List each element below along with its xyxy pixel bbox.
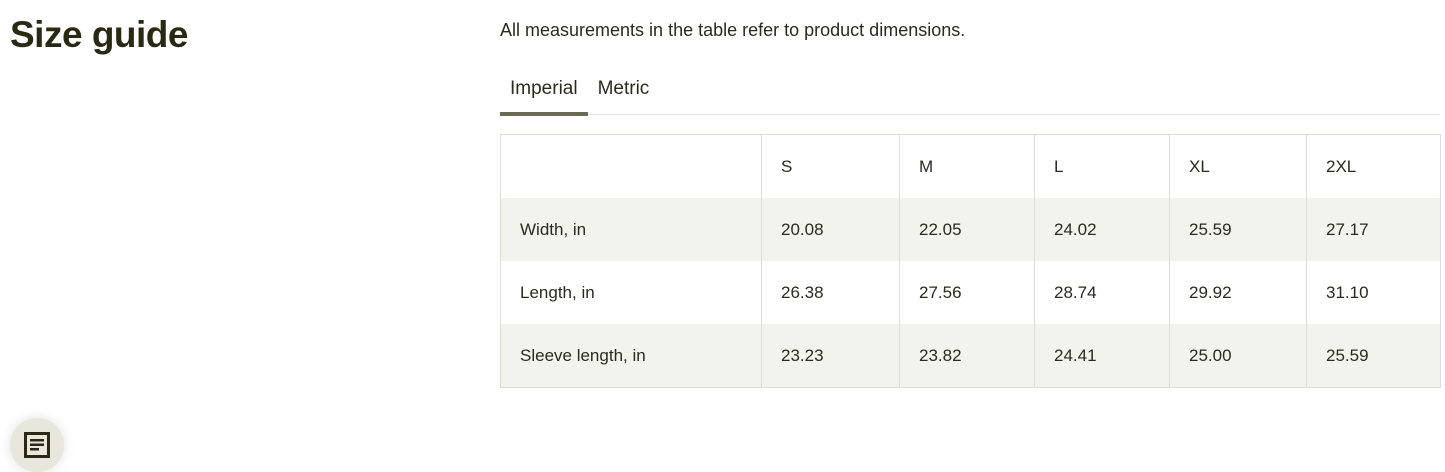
table-header-row: S M L XL 2XL (500, 134, 1441, 198)
header-cell: S (761, 134, 900, 198)
size-table: S M L XL 2XL Width, in 20.08 22.05 24.02… (500, 134, 1441, 388)
header-cell: L (1034, 134, 1170, 198)
row-label: Width, in (500, 198, 762, 261)
header-cell: 2XL (1306, 134, 1441, 198)
table-cell: 23.82 (899, 324, 1035, 388)
table-cell: 24.02 (1034, 198, 1170, 261)
table-cell: 27.56 (899, 261, 1035, 324)
table-cell: 27.17 (1306, 198, 1441, 261)
table-cell: 28.74 (1034, 261, 1170, 324)
table-cell: 25.59 (1306, 324, 1441, 388)
table-row: Sleeve length, in 23.23 23.82 24.41 25.0… (500, 324, 1441, 388)
table-cell: 29.92 (1169, 261, 1307, 324)
row-label: Sleeve length, in (500, 324, 762, 388)
unit-tabs: Imperial Metric (500, 76, 1440, 116)
table-cell: 22.05 (899, 198, 1035, 261)
table-cell: 24.41 (1034, 324, 1170, 388)
description: All measurements in the table refer to p… (500, 20, 966, 40)
row-label: Length, in (500, 261, 762, 324)
table-cell: 25.00 (1169, 324, 1307, 388)
chat-button[interactable] (10, 418, 64, 472)
table-cell: 25.59 (1169, 198, 1307, 261)
tab-imperial[interactable]: Imperial (500, 76, 588, 116)
page-title: Size guide (10, 14, 188, 55)
header-cell: XL (1169, 134, 1307, 198)
table-row: Width, in 20.08 22.05 24.02 25.59 27.17 (500, 198, 1441, 261)
header-cell: M (899, 134, 1035, 198)
tab-metric[interactable]: Metric (597, 78, 650, 99)
table-cell: 23.23 (761, 324, 900, 388)
message-icon (24, 432, 50, 458)
table-cell: 20.08 (761, 198, 900, 261)
table-row: Length, in 26.38 27.56 28.74 29.92 31.10 (500, 261, 1441, 324)
table-cell: 26.38 (761, 261, 900, 324)
table-cell: 31.10 (1306, 261, 1441, 324)
header-cell (500, 134, 762, 198)
